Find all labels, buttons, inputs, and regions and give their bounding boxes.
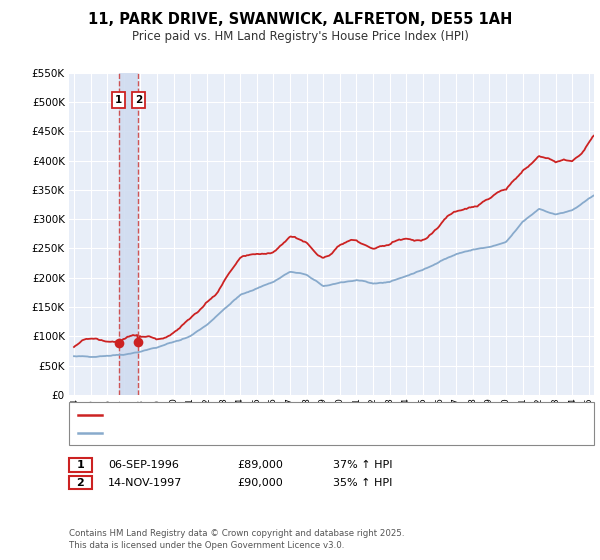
Text: 14-NOV-1997: 14-NOV-1997 — [108, 478, 182, 488]
Text: 37% ↑ HPI: 37% ↑ HPI — [333, 460, 392, 470]
Text: 11, PARK DRIVE, SWANWICK, ALFRETON, DE55 1AH (detached house): 11, PARK DRIVE, SWANWICK, ALFRETON, DE55… — [107, 409, 454, 419]
Bar — [119, 73, 138, 395]
Text: 1: 1 — [115, 95, 122, 105]
Text: £90,000: £90,000 — [237, 478, 283, 488]
Text: 35% ↑ HPI: 35% ↑ HPI — [333, 478, 392, 488]
Text: £89,000: £89,000 — [237, 460, 283, 470]
Text: 11, PARK DRIVE, SWANWICK, ALFRETON, DE55 1AH: 11, PARK DRIVE, SWANWICK, ALFRETON, DE55… — [88, 12, 512, 27]
Text: 06-SEP-1996: 06-SEP-1996 — [108, 460, 179, 470]
Text: 2: 2 — [77, 478, 84, 488]
Text: Price paid vs. HM Land Registry's House Price Index (HPI): Price paid vs. HM Land Registry's House … — [131, 30, 469, 43]
Text: HPI: Average price, detached house, Amber Valley: HPI: Average price, detached house, Ambe… — [107, 428, 358, 438]
Text: Contains HM Land Registry data © Crown copyright and database right 2025.
This d: Contains HM Land Registry data © Crown c… — [69, 529, 404, 550]
Text: 2: 2 — [134, 95, 142, 105]
Text: 1: 1 — [77, 460, 84, 470]
